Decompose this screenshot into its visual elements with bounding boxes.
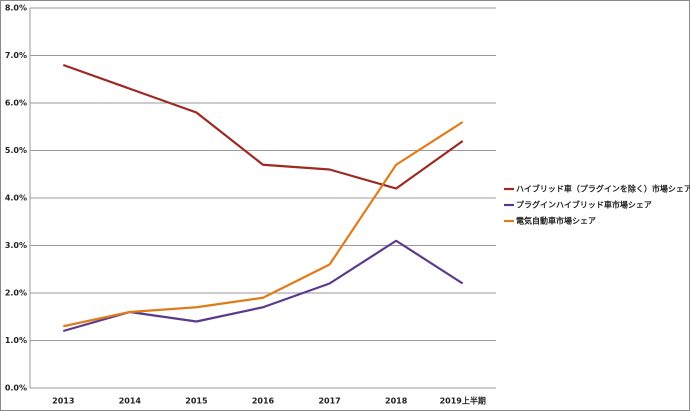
legend-label: 電気自動車市場シェア xyxy=(516,216,596,226)
y-tick-label: 4.0% xyxy=(5,194,27,203)
series-line xyxy=(62,63,464,190)
x-tick-label: 2016 xyxy=(252,397,275,406)
y-tick-label: 3.0% xyxy=(5,241,27,250)
y-tick-label: 1.0% xyxy=(5,336,27,345)
legend-label: ハイブリッド車（プラグインを除く）市場シェア xyxy=(516,184,690,194)
y-tick-label: 0.0% xyxy=(5,384,27,393)
y-tick-label: 8.0% xyxy=(5,4,27,13)
y-tick-label: 7.0% xyxy=(5,51,27,60)
x-tick-label: 2014 xyxy=(119,397,142,406)
series-line xyxy=(63,121,464,328)
x-tick-label: 2013 xyxy=(52,397,74,406)
x-tick-label: 2017 xyxy=(318,397,340,406)
y-tick-label: 5.0% xyxy=(5,146,27,155)
y-tick-label: 2.0% xyxy=(5,289,27,298)
legend-label: プラグインハイブリッド車市場シェア xyxy=(516,200,652,210)
x-tick-label: 2015 xyxy=(185,397,208,406)
x-tick-label: 2018 xyxy=(385,397,408,406)
x-tick-label: 2019上半期 xyxy=(440,396,486,406)
y-tick-label: 6.0% xyxy=(5,99,27,108)
